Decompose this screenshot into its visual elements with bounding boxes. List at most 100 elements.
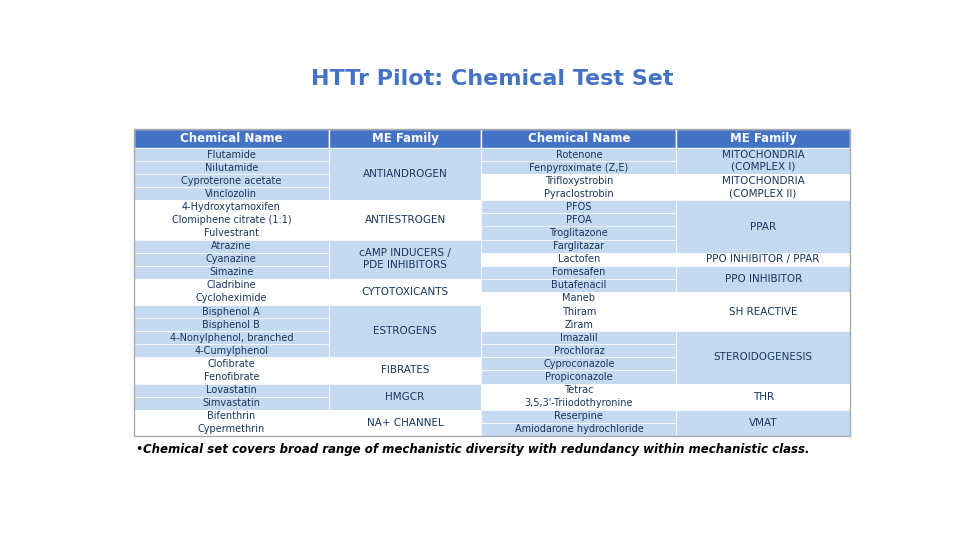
Bar xyxy=(134,331,328,345)
Text: PFOS: PFOS xyxy=(566,202,591,212)
Bar xyxy=(328,130,482,148)
Text: Cyproconazole: Cyproconazole xyxy=(543,359,614,369)
Bar xyxy=(328,357,482,383)
Text: Cyproterone acetate: Cyproterone acetate xyxy=(181,176,281,186)
Text: FIBRATES: FIBRATES xyxy=(381,366,429,375)
Text: PPO INHIBITOR: PPO INHIBITOR xyxy=(725,274,802,284)
Text: Thiram: Thiram xyxy=(562,307,596,316)
Bar xyxy=(676,292,850,331)
Text: Clomiphene citrate (1:1): Clomiphene citrate (1:1) xyxy=(172,215,291,225)
Text: Nilutamide: Nilutamide xyxy=(204,163,258,173)
Text: STEROIDOGENESIS: STEROIDOGENESIS xyxy=(713,353,813,362)
Bar xyxy=(134,174,328,187)
Text: PFOA: PFOA xyxy=(566,215,591,225)
Text: Bisphenol A: Bisphenol A xyxy=(203,307,260,316)
Bar xyxy=(482,187,676,200)
Bar xyxy=(134,279,328,292)
Text: Troglitazone: Troglitazone xyxy=(549,228,609,238)
Bar xyxy=(482,200,676,213)
Bar xyxy=(482,370,676,383)
Text: Lactofen: Lactofen xyxy=(558,254,600,264)
Text: Fenofibrate: Fenofibrate xyxy=(204,372,259,382)
Bar xyxy=(676,148,850,174)
Text: Vinclozolin: Vinclozolin xyxy=(205,189,257,199)
Text: Cyanazine: Cyanazine xyxy=(206,254,256,264)
Bar xyxy=(676,174,850,200)
Text: Ziram: Ziram xyxy=(564,320,593,330)
Bar xyxy=(134,370,328,383)
Bar xyxy=(482,331,676,345)
Bar xyxy=(482,305,676,318)
Bar xyxy=(676,266,850,292)
Text: Farglitazar: Farglitazar xyxy=(553,241,605,251)
Text: Propiconazole: Propiconazole xyxy=(545,372,612,382)
Text: Chemical Name: Chemical Name xyxy=(528,132,630,145)
Text: Cladribine: Cladribine xyxy=(206,280,256,291)
Bar xyxy=(482,130,676,148)
Bar xyxy=(134,423,328,436)
Text: 4-Hydroxytamoxifen: 4-Hydroxytamoxifen xyxy=(182,202,280,212)
Bar xyxy=(134,318,328,331)
Text: ME Family: ME Family xyxy=(372,132,439,145)
Text: Fenpyroximate (Z,E): Fenpyroximate (Z,E) xyxy=(529,163,629,173)
Text: Atrazine: Atrazine xyxy=(211,241,252,251)
Bar xyxy=(482,213,676,226)
Bar xyxy=(134,345,328,357)
Text: ANTIESTROGEN: ANTIESTROGEN xyxy=(365,215,445,225)
Text: MITOCHONDRIA
(COMPLEX I): MITOCHONDRIA (COMPLEX I) xyxy=(722,150,804,172)
Bar xyxy=(482,266,676,279)
Text: ANTIANDROGEN: ANTIANDROGEN xyxy=(363,169,447,179)
Bar xyxy=(482,226,676,240)
Text: Chemical set covers broad range of mechanistic diversity with redundancy within : Chemical set covers broad range of mecha… xyxy=(143,443,809,456)
Text: Bisphenol B: Bisphenol B xyxy=(203,320,260,330)
Bar xyxy=(482,240,676,253)
Text: Cypermethrin: Cypermethrin xyxy=(198,424,265,434)
Bar xyxy=(134,292,328,305)
Text: NA+ CHANNEL: NA+ CHANNEL xyxy=(367,418,444,428)
Bar xyxy=(134,148,328,161)
Text: VMAT: VMAT xyxy=(749,418,778,428)
Text: Trifloxystrobin: Trifloxystrobin xyxy=(544,176,613,186)
Bar xyxy=(134,397,328,410)
Text: Flutamide: Flutamide xyxy=(207,150,255,159)
Bar xyxy=(482,397,676,410)
Bar xyxy=(134,410,328,423)
Text: cAMP INDUCERS /
PDE INHIBITORS: cAMP INDUCERS / PDE INHIBITORS xyxy=(359,248,451,270)
Bar xyxy=(328,240,482,279)
Text: Fomesafen: Fomesafen xyxy=(552,267,606,278)
Text: Tetrac: Tetrac xyxy=(564,385,593,395)
Text: •: • xyxy=(135,443,143,456)
Text: THR: THR xyxy=(753,392,774,402)
Text: HMGCR: HMGCR xyxy=(386,392,424,402)
Text: Simvastatin: Simvastatin xyxy=(203,398,260,408)
Bar xyxy=(134,130,328,148)
Bar xyxy=(134,130,850,436)
Bar xyxy=(676,331,850,383)
Bar xyxy=(482,148,676,161)
Text: ESTROGENS: ESTROGENS xyxy=(373,326,437,336)
Bar xyxy=(328,200,482,240)
Bar xyxy=(328,383,482,410)
Bar xyxy=(134,161,328,174)
Text: Clofibrate: Clofibrate xyxy=(207,359,255,369)
Bar xyxy=(134,213,328,226)
Bar xyxy=(482,161,676,174)
Bar xyxy=(482,383,676,397)
Bar xyxy=(328,410,482,436)
Text: PPO INHIBITOR / PPAR: PPO INHIBITOR / PPAR xyxy=(707,254,820,264)
Text: Pyraclostrobin: Pyraclostrobin xyxy=(544,189,613,199)
Bar xyxy=(676,130,850,148)
Text: Simazine: Simazine xyxy=(209,267,253,278)
Text: CYTOTOXICANTS: CYTOTOXICANTS xyxy=(362,287,448,297)
Text: Fulvestrant: Fulvestrant xyxy=(204,228,259,238)
Bar xyxy=(482,357,676,370)
Text: Bifenthrin: Bifenthrin xyxy=(207,411,255,421)
Bar xyxy=(328,148,482,200)
Bar xyxy=(676,200,850,253)
Text: 4-Cumylphenol: 4-Cumylphenol xyxy=(194,346,269,356)
Text: ME Family: ME Family xyxy=(730,132,797,145)
Text: HTTr Pilot: Chemical Test Set: HTTr Pilot: Chemical Test Set xyxy=(311,69,673,89)
Bar xyxy=(482,318,676,331)
Bar xyxy=(134,187,328,200)
Text: Reserpine: Reserpine xyxy=(555,411,603,421)
